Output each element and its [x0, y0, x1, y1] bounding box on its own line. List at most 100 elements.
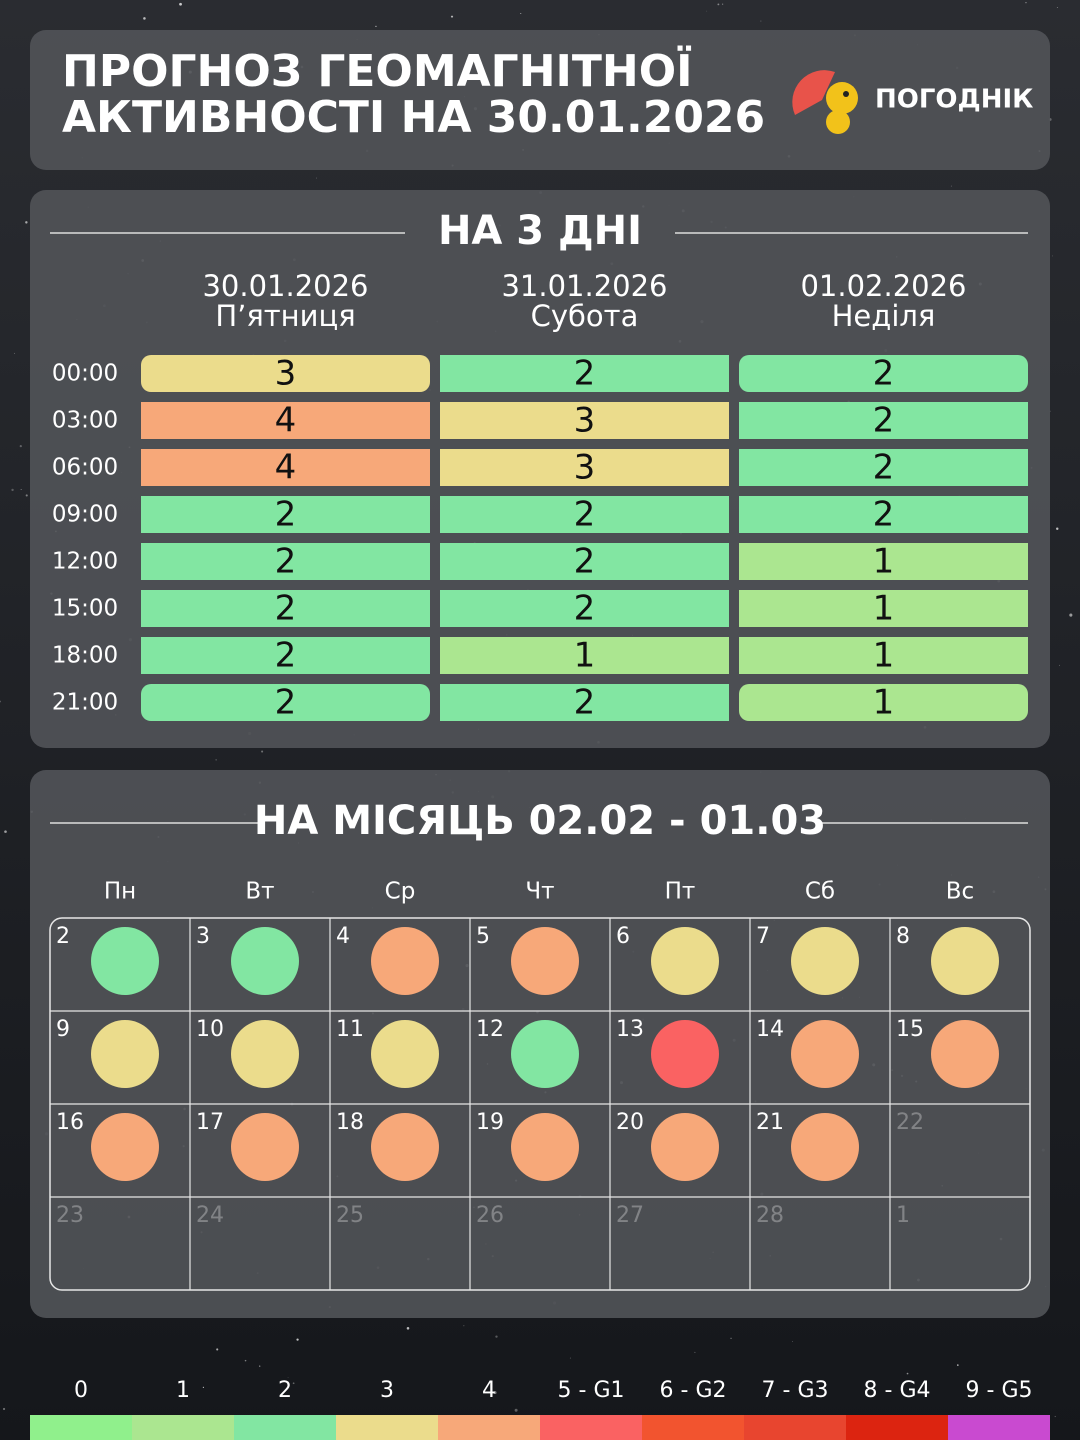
level-dot [511, 1020, 579, 1088]
star [315, 177, 317, 179]
star [4, 830, 7, 833]
level-cell [440, 590, 729, 627]
day-number: 11 [336, 1017, 364, 1042]
weekday-label: Пт [665, 879, 696, 905]
level-value: 2 [873, 354, 895, 394]
weekday-label: Чт [525, 879, 554, 905]
star [1052, 255, 1054, 257]
day-weekday: П’ятниця [215, 299, 355, 333]
scale-label: 6 - G2 [660, 1378, 727, 1403]
time-label: 12:00 [52, 549, 118, 575]
level-cell [739, 543, 1028, 580]
section-heading: НА МІСЯЦЬ 02.02 - 01.03 [254, 798, 826, 844]
scale-label: 2 [278, 1378, 292, 1403]
scale-swatch [30, 1415, 132, 1440]
level-dot [511, 927, 579, 995]
scale-label: 7 - G3 [762, 1378, 829, 1403]
star [14, 352, 15, 354]
star [520, 12, 522, 14]
day-number: 8 [896, 924, 910, 949]
level-value: 2 [574, 683, 596, 723]
level-value: 1 [873, 589, 895, 629]
level-value: 3 [275, 354, 297, 394]
scale-swatch [744, 1415, 846, 1440]
star [259, 1365, 261, 1367]
level-value: 1 [873, 636, 895, 676]
level-cell [739, 684, 1028, 721]
star [569, 1357, 571, 1359]
level-cell [440, 402, 729, 439]
time-label: 15:00 [52, 596, 118, 622]
level-value: 1 [873, 542, 895, 582]
star [202, 1386, 205, 1388]
level-value: 2 [275, 636, 297, 676]
level-cell [141, 496, 430, 533]
header-panel [30, 30, 1050, 170]
star [1056, 527, 1059, 531]
star [730, 1337, 732, 1339]
day-number: 13 [616, 1017, 644, 1042]
day-date: 01.02.2026 [800, 269, 966, 303]
scale-swatch [336, 1415, 438, 1440]
level-value: 2 [873, 448, 895, 488]
scale-swatch [234, 1415, 336, 1440]
level-dot [371, 1113, 439, 1181]
level-dot [231, 1020, 299, 1088]
level-dot [231, 927, 299, 995]
level-value: 1 [574, 636, 596, 676]
level-cell [440, 496, 729, 533]
level-dot [931, 927, 999, 995]
logo-text: ПОГОДНІК [875, 85, 1033, 115]
day-number: 15 [896, 1017, 924, 1042]
scale-label: 5 - G1 [558, 1378, 625, 1403]
scale-label: 9 - G5 [966, 1378, 1033, 1403]
level-value: 2 [275, 495, 297, 535]
day-number: 17 [196, 1110, 224, 1135]
day-number: 3 [196, 924, 210, 949]
level-dot [651, 1113, 719, 1181]
section-heading: НА 3 ДНІ [438, 208, 642, 254]
level-dot [231, 1113, 299, 1181]
weekday-label: Ср [385, 879, 416, 905]
star [292, 1382, 295, 1385]
level-cell [440, 449, 729, 486]
time-label: 00:00 [52, 361, 118, 387]
star [463, 1325, 465, 1327]
level-cell [141, 637, 430, 674]
scale-label: 8 - G4 [864, 1378, 931, 1403]
level-dot [371, 1020, 439, 1088]
star [11, 488, 14, 492]
level-cell [141, 684, 430, 721]
day-number: 19 [476, 1110, 504, 1135]
star [1069, 613, 1073, 617]
level-value: 3 [574, 448, 596, 488]
time-label: 09:00 [52, 502, 118, 528]
level-cell [739, 355, 1028, 392]
day-number: 24 [196, 1203, 224, 1228]
star [906, 1372, 909, 1375]
scale-swatch [438, 1415, 540, 1440]
day-weekday: Неділя [832, 299, 936, 333]
level-value: 2 [574, 589, 596, 629]
level-cell [440, 543, 729, 580]
star [0, 700, 2, 703]
star [25, 221, 28, 224]
star [957, 1364, 959, 1366]
star [792, 1341, 793, 1343]
star [143, 17, 146, 20]
day-number: 5 [476, 924, 490, 949]
star [495, 1335, 498, 1338]
day-number: 22 [896, 1110, 924, 1135]
day-number: 18 [336, 1110, 364, 1135]
star [514, 1408, 518, 1412]
day-number: 12 [476, 1017, 504, 1042]
day-date: 31.01.2026 [501, 269, 667, 303]
star [375, 25, 377, 27]
weekday-label: Вс [946, 879, 974, 905]
title-line: ПРОГНОЗ ГЕОМАГНІТНОЇ [62, 44, 693, 97]
star [717, 3, 720, 6]
scale-swatch [948, 1415, 1050, 1440]
day-number: 2 [56, 924, 70, 949]
level-value: 1 [873, 683, 895, 723]
